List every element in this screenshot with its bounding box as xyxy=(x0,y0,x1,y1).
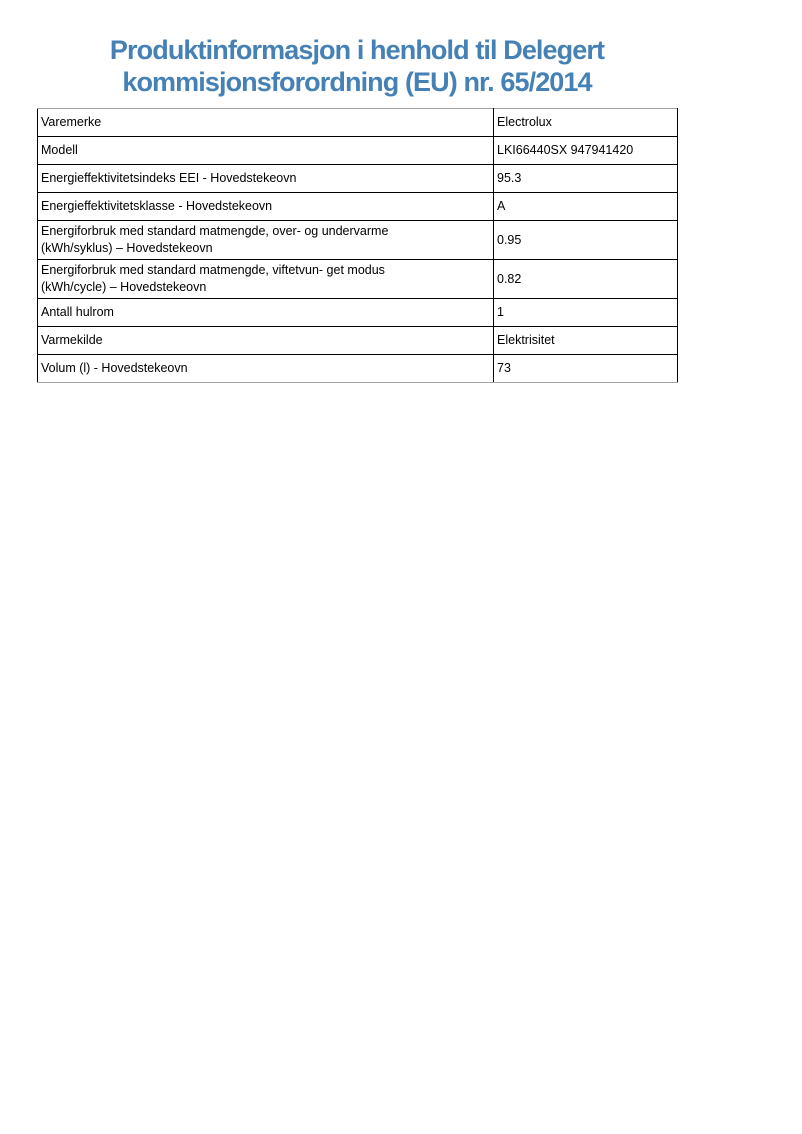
document-title: Produktinformasjon i henhold til Deleger… xyxy=(109,35,605,97)
document-page: Produktinformasjon i henhold til Deleger… xyxy=(37,0,678,383)
property-value: Electrolux xyxy=(493,108,678,137)
table-row-energiforbruk-vifte: Energiforbruk med standard matmengde, vi… xyxy=(37,259,678,299)
property-label: Energieffektivitetsindeks EEI - Hovedste… xyxy=(37,164,494,193)
property-label: Volum (l) - Hovedstekeovn xyxy=(37,354,494,383)
table-row-varmekilde: Varmekilde Elektrisitet xyxy=(37,326,678,355)
property-value: Elektrisitet xyxy=(493,326,678,355)
property-value: LKI66440SX 947941420 xyxy=(493,136,678,165)
property-label: Antall hulrom xyxy=(37,298,494,327)
property-label: Varemerke xyxy=(37,108,494,137)
table-row-volum: Volum (l) - Hovedstekeovn 73 xyxy=(37,354,678,383)
table-row-energiklasse: Energieffektivitetsklasse - Hovedstekeov… xyxy=(37,192,678,221)
property-value: 95.3 xyxy=(493,164,678,193)
table-row-energiforbruk-konvensjonell: Energiforbruk med standard matmengde, ov… xyxy=(37,220,678,260)
property-value: 1 xyxy=(493,298,678,327)
table-row-antall-hulrom: Antall hulrom 1 xyxy=(37,298,678,327)
property-value: 0.82 xyxy=(493,259,678,299)
property-label: Varmekilde xyxy=(37,326,494,355)
property-value: 0.95 xyxy=(493,220,678,260)
table-row-eei: Energieffektivitetsindeks EEI - Hovedste… xyxy=(37,164,678,193)
table-row-varemerke: Varemerke Electrolux xyxy=(37,108,678,137)
product-info-table: Varemerke Electrolux Modell LKI66440SX 9… xyxy=(37,108,678,383)
property-value: A xyxy=(493,192,678,221)
property-value: 73 xyxy=(493,354,678,383)
property-label: Energiforbruk med standard matmengde, ov… xyxy=(37,220,494,260)
property-label: Energiforbruk med standard matmengde, vi… xyxy=(37,259,494,299)
table-row-modell: Modell LKI66440SX 947941420 xyxy=(37,136,678,165)
property-label: Energieffektivitetsklasse - Hovedstekeov… xyxy=(37,192,494,221)
property-label: Modell xyxy=(37,136,494,165)
